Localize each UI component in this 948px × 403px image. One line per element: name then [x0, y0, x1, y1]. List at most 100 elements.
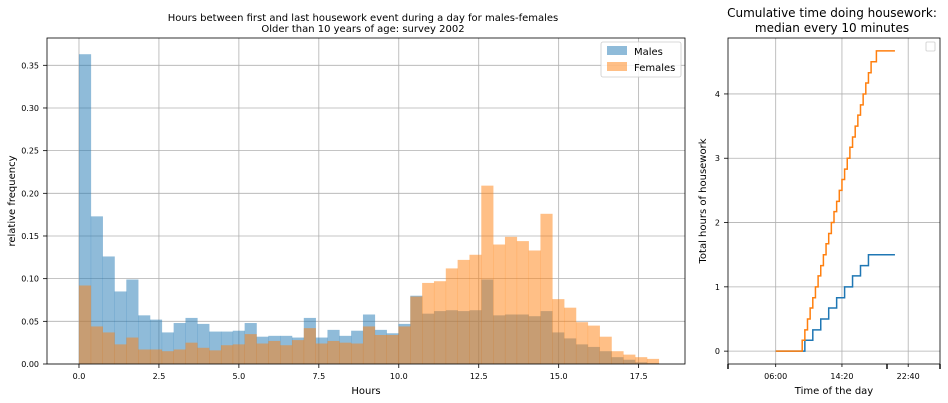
y-tick-label: 0.05	[21, 317, 39, 326]
bar-females	[173, 349, 186, 364]
y-tick-label: 0.25	[21, 147, 39, 156]
y-tick-label: 1	[715, 283, 720, 292]
bar-females	[280, 345, 293, 364]
bar-females	[209, 350, 222, 364]
histogram-frame	[46, 37, 686, 365]
y-tick-label: 2	[715, 219, 720, 228]
y-tick-label: 0.10	[21, 275, 39, 284]
bar-females	[469, 254, 482, 364]
histogram-ticks: 0.0 2.5 5.0 7.5 10.0 12.5 15.0 17.5 0.00 0.05 0.10…	[21, 61, 647, 381]
legend-label-females: Females	[634, 63, 675, 74]
x-tick-label: 15.0	[550, 372, 568, 381]
cumulative-title: Cumulative time doing housework:	[727, 6, 937, 20]
bar-females	[102, 332, 115, 364]
bar-females	[646, 358, 660, 364]
bar-females	[433, 281, 447, 364]
bar-females	[445, 268, 458, 364]
histogram-subtitle: Older than 10 years of age: survey 2002	[261, 24, 464, 35]
bar-females	[244, 334, 257, 364]
y-tick-label: 0	[715, 347, 720, 356]
bar-females	[268, 340, 281, 364]
bar-females	[220, 345, 234, 364]
bar-females	[256, 343, 269, 364]
x-tick-label: 22:40	[897, 372, 920, 381]
bar-females	[623, 354, 636, 364]
step-line-0	[775, 253, 895, 352]
y-tick-label: 0.20	[21, 189, 39, 198]
y-tick-label: 4	[715, 90, 720, 99]
x-tick-label: 06:00	[764, 372, 787, 381]
cumulative-lines	[775, 50, 895, 352]
bar-females	[540, 213, 553, 364]
bar-females	[303, 328, 316, 364]
bar-females	[504, 236, 518, 364]
bar-females	[315, 343, 328, 364]
histogram-x-axis-label: Hours	[351, 386, 380, 397]
cumulative-x-axis-label: Time of the day	[794, 386, 874, 397]
bar-females	[362, 326, 376, 364]
bar-females	[90, 326, 103, 364]
bar-females	[339, 342, 352, 364]
bar-females	[635, 357, 648, 364]
y-tick-label: 3	[715, 154, 720, 163]
bar-females	[327, 340, 340, 364]
cumulative-frame	[727, 37, 941, 365]
y-tick-label: 0.15	[21, 232, 39, 241]
histogram-chart: Hours between first and last housework e…	[7, 13, 686, 397]
cumulative-y-axis-label: Total hours of housework	[698, 138, 709, 264]
bar-females	[114, 344, 127, 364]
bar-females	[493, 244, 506, 364]
x-tick-label: 0.0	[73, 372, 86, 381]
cumulative-grid	[728, 38, 940, 364]
bar-females	[232, 344, 245, 364]
bar-females	[351, 343, 364, 364]
bar-females	[481, 185, 494, 364]
bar-females	[599, 336, 612, 364]
histogram-bars	[78, 54, 660, 364]
y-tick-label: 0.00	[21, 360, 39, 369]
bar-females	[611, 351, 624, 364]
bar-females	[587, 325, 600, 364]
bar-females	[398, 326, 411, 364]
bar-females	[575, 322, 589, 364]
bar-females	[78, 285, 92, 364]
bar-females	[386, 334, 399, 364]
x-tick-label: 7.5	[312, 372, 325, 381]
legend-swatch-females	[607, 62, 627, 71]
bar-females	[564, 307, 577, 364]
cumulative-chart: Cumulative time doing housework: median …	[698, 6, 941, 397]
y-tick-label: 0.30	[21, 104, 39, 113]
x-tick-label: 5.0	[233, 372, 246, 381]
x-tick-label: 14:20	[830, 372, 853, 381]
step-line-1	[775, 50, 895, 352]
histogram-grid	[47, 38, 685, 365]
bar-females	[197, 347, 210, 364]
bar-females	[138, 349, 151, 364]
x-tick-label: 10.0	[390, 372, 408, 381]
bar-females	[161, 351, 174, 364]
histogram-title: Hours between first and last housework e…	[168, 13, 559, 24]
bar-females	[185, 342, 198, 364]
legend-swatch-males	[607, 46, 627, 55]
histogram-y-axis-label: relative frequency	[7, 155, 18, 246]
cumulative-subtitle: median every 10 minutes	[755, 21, 909, 35]
bar-females	[528, 250, 541, 364]
cumulative-ticks: 06:00 14:20 22:40 0 1 2 3 4	[715, 90, 941, 381]
y-tick-label: 0.35	[21, 61, 39, 70]
bar-females	[126, 337, 139, 364]
bar-females	[149, 349, 163, 364]
legend-label-males: Males	[634, 47, 663, 58]
histogram-legend: Males Females	[600, 41, 682, 78]
cumulative-legend-box	[925, 41, 936, 52]
bar-females	[516, 241, 529, 364]
x-tick-label: 12.5	[470, 372, 488, 381]
x-tick-label: 17.5	[630, 372, 648, 381]
x-tick-label: 2.5	[153, 372, 166, 381]
bar-females	[374, 334, 387, 364]
bar-females	[291, 340, 305, 364]
bar-females	[422, 282, 435, 364]
bar-females	[410, 296, 423, 364]
bar-females	[457, 259, 470, 364]
bar-females	[552, 299, 565, 364]
